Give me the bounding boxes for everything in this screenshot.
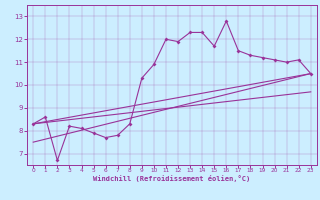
X-axis label: Windchill (Refroidissement éolien,°C): Windchill (Refroidissement éolien,°C)	[93, 175, 251, 182]
